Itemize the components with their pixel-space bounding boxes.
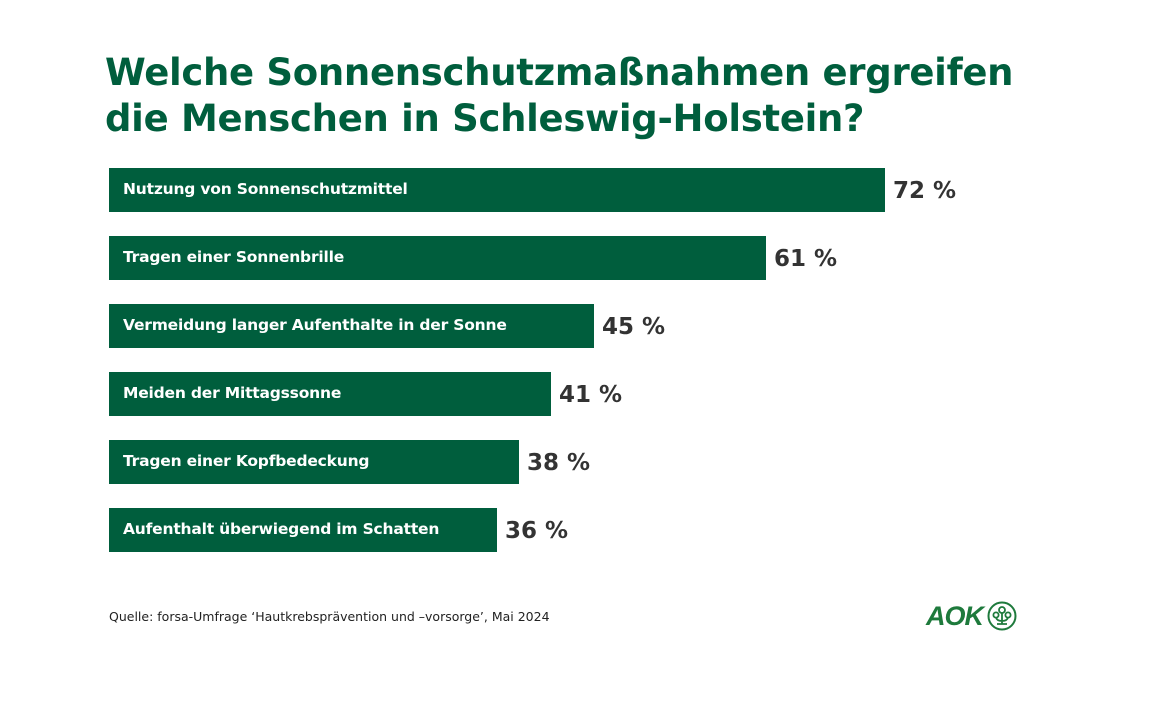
bar-value-label: 36 %	[505, 518, 569, 544]
bar	[109, 304, 594, 348]
aok-tree-icon	[987, 601, 1017, 631]
bar-category-label: Tragen einer Kopfbedeckung	[123, 452, 370, 470]
source-note: Quelle: forsa-Umfrage ‘Hautkrebspräventi…	[109, 609, 550, 624]
bar-category-label: Aufenthalt überwiegend im Schatten	[123, 520, 440, 538]
chart-title-line-2: die Menschen in Schleswig-Holstein?	[105, 97, 865, 140]
bar-category-label: Vermeidung langer Aufenthalte in der Son…	[123, 316, 507, 334]
bar	[109, 440, 519, 484]
aok-logo: AOK	[926, 600, 1017, 632]
bar-category-label: Meiden der Mittagssonne	[123, 384, 342, 402]
chart-title-line-1: Welche Sonnenschutzmaßnahmen ergreifen	[105, 51, 1014, 94]
bar-value-label: 61 %	[774, 246, 838, 272]
bar-value-label: 38 %	[527, 450, 591, 476]
bar	[109, 236, 766, 280]
bar-value-label: 45 %	[602, 314, 666, 340]
bar-value-label: 41 %	[559, 382, 623, 408]
logo-text: AOK	[926, 600, 984, 631]
bar	[109, 508, 497, 552]
chart-title: Welche Sonnenschutzmaßnahmen ergreifen d…	[105, 50, 1014, 142]
bar-category-label: Nutzung von Sonnenschutzmittel	[123, 180, 408, 198]
bar	[109, 168, 885, 212]
bar-category-label: Tragen einer Sonnenbrille	[123, 248, 345, 266]
bar	[109, 372, 551, 416]
bar-value-label: 72 %	[893, 178, 957, 204]
